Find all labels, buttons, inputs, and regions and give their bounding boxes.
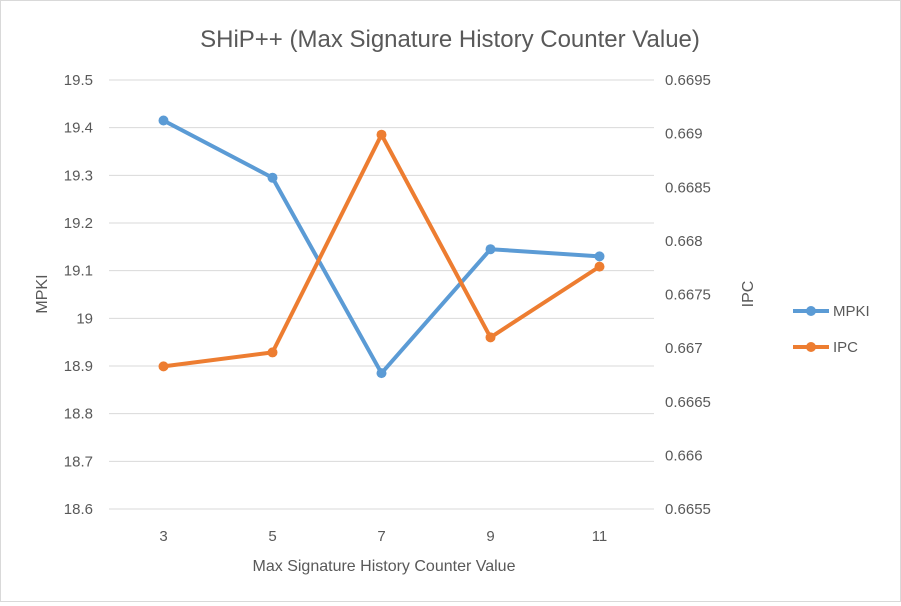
data-point-mpki <box>594 251 605 262</box>
data-point-ipc <box>158 361 169 372</box>
y-axis-left: 18.6 18.7 18.8 18.9 19 19.1 19.2 19.3 19.4 19.5 <box>64 72 93 518</box>
y-tick-label: 18.7 <box>64 453 93 470</box>
x-tick-label: 9 <box>486 528 494 545</box>
data-point-mpki <box>376 368 387 379</box>
y2-axis-title: IPC <box>740 281 757 308</box>
y2-tick-label: 0.6685 <box>665 179 711 196</box>
gridlines <box>109 79 654 510</box>
y2-tick-label: 0.669 <box>665 126 703 143</box>
x-tick-label: 7 <box>377 528 385 545</box>
data-point-mpki <box>158 115 169 126</box>
legend-marker-ipc <box>806 342 816 352</box>
legend-marker-mpki <box>806 306 816 316</box>
y2-tick-label: 0.6675 <box>665 287 711 304</box>
chart-title: SHiP++ (Max Signature History Counter Va… <box>200 26 700 53</box>
data-point-ipc <box>267 347 278 358</box>
x-tick-label: 11 <box>592 528 608 545</box>
data-point-mpki <box>485 244 496 255</box>
y-tick-label: 19.3 <box>64 167 93 184</box>
x-axis-title: Max Signature History Counter Value <box>253 558 516 575</box>
y-tick-label: 18.6 <box>64 501 93 518</box>
y2-tick-label: 0.667 <box>665 340 703 357</box>
y-axis-right: 0.6655 0.666 0.6665 0.667 0.6675 0.668 0.6685 0… <box>665 72 711 518</box>
y-tick-label: 19.2 <box>64 215 93 232</box>
y-tick-label: 18.8 <box>64 406 93 423</box>
y-tick-label: 19.5 <box>64 72 93 89</box>
series-layer <box>158 115 605 379</box>
y2-tick-label: 0.668 <box>665 233 703 250</box>
legend-label-mpki: MPKI <box>833 303 870 320</box>
legend: MPKI IPC <box>793 303 870 356</box>
data-point-mpki <box>267 172 278 183</box>
y2-tick-label: 0.6695 <box>665 72 711 89</box>
data-point-ipc <box>376 129 387 140</box>
data-point-ipc <box>594 261 605 272</box>
y2-tick-label: 0.666 <box>665 447 703 464</box>
y2-tick-label: 0.6665 <box>665 394 711 411</box>
y-tick-label: 19.4 <box>64 120 93 137</box>
y-tick-label: 18.9 <box>64 358 93 375</box>
y-axis-title: MPKI <box>34 274 51 313</box>
x-axis: 3 5 7 9 11 <box>159 528 607 545</box>
y-tick-label: 19.1 <box>64 263 93 280</box>
x-tick-label: 3 <box>159 528 167 545</box>
data-point-ipc <box>485 332 496 343</box>
y2-tick-label: 0.6655 <box>665 501 711 518</box>
x-tick-label: 5 <box>268 528 276 545</box>
y-tick-label: 19 <box>76 310 93 327</box>
legend-label-ipc: IPC <box>833 339 858 356</box>
series-line-mpki <box>161 118 602 376</box>
